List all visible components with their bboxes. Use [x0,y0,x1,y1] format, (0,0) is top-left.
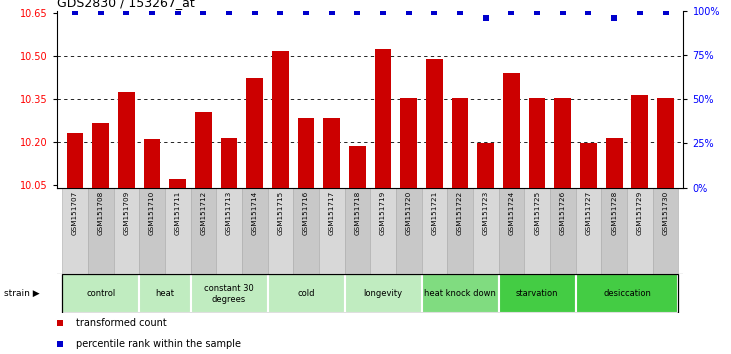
Bar [319,188,344,274]
Text: GSM151710: GSM151710 [149,191,155,235]
Bar [580,143,596,188]
Bar [499,188,524,274]
Text: GSM151711: GSM151711 [175,191,181,235]
Bar [139,188,165,274]
Bar [657,98,674,188]
Bar [602,188,627,274]
Bar [323,118,340,188]
Bar [221,138,238,188]
Text: desiccation: desiccation [603,289,651,298]
Text: GSM151712: GSM151712 [200,191,206,235]
Bar [529,98,545,188]
Bar [477,143,494,188]
Text: GSM151725: GSM151725 [534,191,540,235]
Text: transformed count: transformed count [76,319,167,329]
Bar [426,59,443,188]
Bar [606,138,623,188]
Text: GSM151721: GSM151721 [431,191,437,235]
Bar [375,49,391,188]
Bar [298,118,314,188]
Bar [396,188,422,274]
Bar [88,188,113,274]
Text: GSM151727: GSM151727 [586,191,591,235]
Text: strain ▶: strain ▶ [4,289,39,298]
Text: GSM151730: GSM151730 [662,191,669,235]
Bar [503,73,520,188]
Text: GSM151724: GSM151724 [509,191,515,235]
Text: GSM151717: GSM151717 [329,191,335,235]
Text: cold: cold [298,289,315,298]
Bar [422,274,499,313]
Bar [242,188,268,274]
Bar [191,188,216,274]
Bar [473,188,499,274]
Bar [268,188,293,274]
Text: longevity: longevity [363,289,403,298]
Text: GSM151723: GSM151723 [482,191,489,235]
Text: GSM151720: GSM151720 [406,191,412,235]
Text: GSM151709: GSM151709 [124,191,129,235]
Text: control: control [86,289,115,298]
Bar [422,188,447,274]
Text: GSM151729: GSM151729 [637,191,643,235]
Bar [113,188,139,274]
Text: constant 30
degrees: constant 30 degrees [204,284,254,303]
Text: GSM151708: GSM151708 [98,191,104,235]
Text: GSM151714: GSM151714 [251,191,258,235]
Bar [118,92,135,188]
Bar [452,98,469,188]
Bar [632,95,648,188]
Bar [67,133,83,188]
Bar [195,112,212,188]
Bar [272,51,289,188]
Bar [653,188,678,274]
Bar [268,274,344,313]
Bar [165,188,191,274]
Text: GSM151722: GSM151722 [457,191,463,235]
Bar [575,188,602,274]
Bar [139,274,191,313]
Bar [246,78,263,188]
Text: GSM151718: GSM151718 [355,191,360,235]
Bar [499,274,575,313]
Bar [555,98,571,188]
Bar [170,179,186,188]
Bar [344,274,422,313]
Text: heat: heat [156,289,175,298]
Bar [447,188,473,274]
Bar [349,146,366,188]
Bar [401,98,417,188]
Text: GDS2830 / 153267_at: GDS2830 / 153267_at [57,0,194,10]
Text: heat knock down: heat knock down [424,289,496,298]
Bar [371,188,396,274]
Text: percentile rank within the sample: percentile rank within the sample [76,339,240,349]
Text: GSM151707: GSM151707 [72,191,78,235]
Text: GSM151716: GSM151716 [303,191,309,235]
Bar [216,188,242,274]
Text: GSM151713: GSM151713 [226,191,232,235]
Bar [550,188,575,274]
Bar [344,188,371,274]
Text: GSM151719: GSM151719 [380,191,386,235]
Bar [62,274,139,313]
Bar [191,274,268,313]
Bar [293,188,319,274]
Text: GSM151715: GSM151715 [277,191,284,235]
Bar [92,124,109,188]
Bar [575,274,678,313]
Text: starvation: starvation [516,289,558,298]
Bar [144,139,160,188]
Bar [524,188,550,274]
Bar [627,188,653,274]
Bar [62,188,88,274]
Text: GSM151728: GSM151728 [611,191,617,235]
Text: GSM151726: GSM151726 [560,191,566,235]
